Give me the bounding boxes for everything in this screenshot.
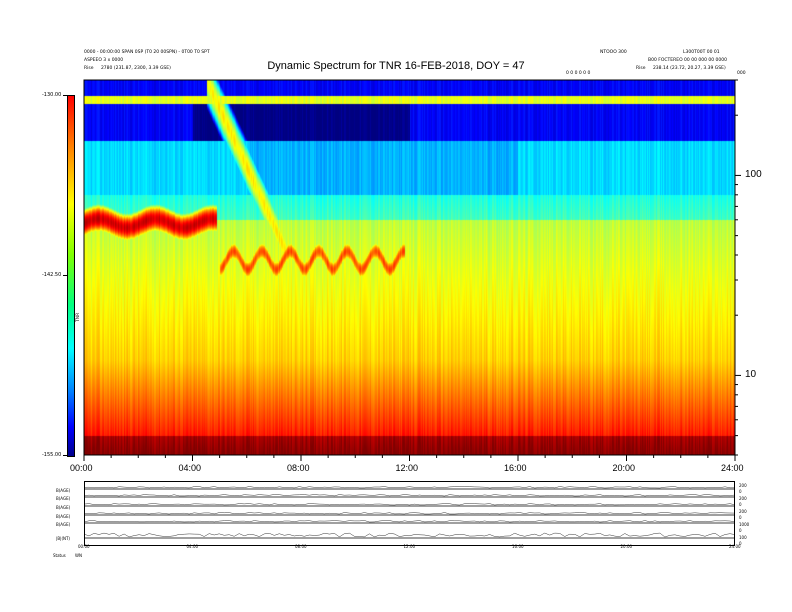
lower-row-trace	[83, 520, 736, 523]
lower-row-label: B(AGE)	[56, 514, 71, 519]
header-left-rise-value: 2780 (231.87, 2300, 3.39 GSE)	[100, 66, 171, 71]
lower-x-tick-label: 08:00	[295, 544, 307, 549]
header-left-line2: ASPEEO 3 x 0000	[84, 58, 124, 63]
lower-row-label: B(AGE)	[56, 522, 71, 527]
lower-row-trace	[83, 494, 736, 497]
lower-right-label: 200	[739, 483, 747, 488]
colorbar-tick	[63, 455, 67, 456]
header-right-line1: NTOOO 300	[600, 50, 627, 55]
header-right-line3: Rise 238.14 (23.72, 20.27, 3.39 GSE)	[636, 66, 726, 71]
x-axis-ticks	[83, 455, 736, 461]
y-tick-label: 100	[745, 169, 762, 181]
header-right-rise-label: Rise	[636, 66, 646, 71]
lower-x-tick-label: 16:00	[512, 544, 524, 549]
x-tick-label: 20:00	[612, 463, 636, 473]
header-left-line3: Rise 2780 (231.87, 2300, 3.39 GSE)	[84, 66, 171, 71]
lower-row-trace	[83, 512, 736, 515]
x-tick-label: 04:00	[178, 463, 202, 473]
x-tick-label: 16:00	[504, 463, 527, 473]
lower-right-label: 0	[739, 541, 742, 546]
x-tick-label: 08:00	[287, 463, 310, 473]
lower-row-trace	[83, 486, 735, 489]
status-value: WN	[75, 553, 82, 558]
lower-row-label: B(AGE)	[56, 505, 71, 510]
x-tick-label: 00:00	[70, 463, 93, 473]
header-mid-tag: 0 0 0 0 0 0	[566, 71, 591, 76]
lower-right-label: 0	[739, 515, 742, 520]
lower-row-label: B(AGE)	[56, 496, 71, 501]
lower-x-tick-label: 04:00	[186, 544, 199, 549]
lower-right-label: 200	[739, 509, 747, 514]
colorbar-tick-label: -142.50	[42, 272, 62, 278]
lower-x-tick-label: 12:00	[403, 544, 416, 549]
x-tick-label: 24:00	[721, 463, 744, 473]
lower-row-trace	[83, 503, 736, 506]
header-right-rise-value: 238.14 (23.72, 20.27, 3.39 GSE)	[652, 66, 726, 71]
lower-right-label: 200	[739, 496, 747, 501]
header-far-right: L300T00T 00 01	[683, 50, 720, 55]
header-left-line1: 0000 - 00:00:00 SPAN 0SP (T0 20 00SPN) -…	[84, 50, 210, 55]
colorbar-tick-label: -155.00	[42, 452, 62, 458]
lower-row-trace	[83, 532, 736, 538]
lower-row-label: |B|(NT)	[56, 536, 70, 541]
colorbar-tick	[63, 275, 67, 276]
lower-row-label: B(AGE)	[56, 488, 71, 493]
status-label: Status	[53, 553, 66, 558]
lower-right-label: 100	[739, 535, 747, 540]
header-left-rise-label: Rise	[84, 66, 94, 71]
spectrogram-heatmap	[84, 80, 735, 455]
lower-right-label: 0	[739, 502, 742, 507]
lower-right-label: 1000	[739, 522, 750, 527]
lower-x-tick-label: 20:00	[620, 544, 633, 549]
lower-right-label: 0	[739, 528, 742, 533]
colorbar-tick-label: -130.00	[42, 92, 62, 98]
y-tick-label: 10	[745, 369, 757, 381]
x-tick-label: 12:00	[395, 463, 419, 473]
lower-right-label: 0	[739, 489, 742, 494]
y-axis-ticks	[735, 79, 741, 456]
header-corner-tag: 000	[737, 71, 746, 76]
header-right-line2: B00 FOCTEREO 00 00 000 00 0000	[648, 58, 727, 63]
chart-title: Dynamic Spectrum for TNR 16-FEB-2018, DO…	[267, 60, 525, 72]
colorbar	[67, 95, 75, 457]
lower-x-tick-label: 24:00	[729, 544, 741, 549]
colorbar-tick	[63, 95, 67, 96]
lower-x-tick-label: 00:00	[78, 544, 90, 549]
